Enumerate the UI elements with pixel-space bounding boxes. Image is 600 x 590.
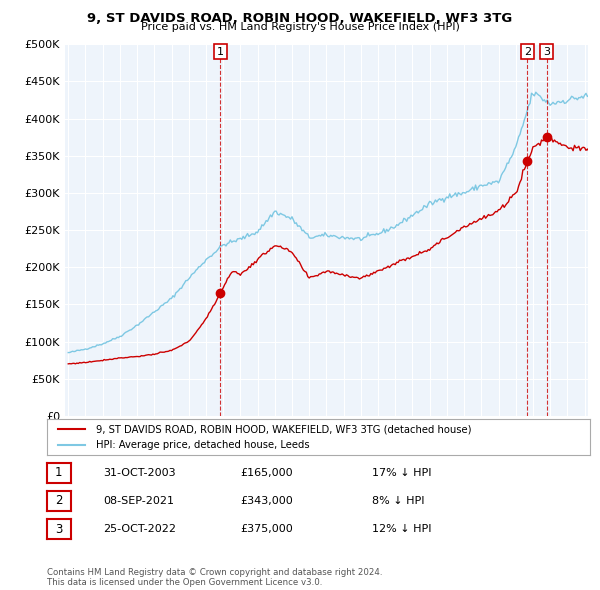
Text: 08-SEP-2021: 08-SEP-2021	[103, 496, 174, 506]
Text: 2: 2	[55, 494, 62, 507]
Text: 31-OCT-2003: 31-OCT-2003	[103, 468, 176, 477]
Text: 9, ST DAVIDS ROAD, ROBIN HOOD, WAKEFIELD, WF3 3TG: 9, ST DAVIDS ROAD, ROBIN HOOD, WAKEFIELD…	[88, 12, 512, 25]
Text: 3: 3	[543, 47, 550, 57]
Text: Contains HM Land Registry data © Crown copyright and database right 2024.
This d: Contains HM Land Registry data © Crown c…	[47, 568, 382, 587]
Text: 1: 1	[55, 466, 62, 479]
Text: 9, ST DAVIDS ROAD, ROBIN HOOD, WAKEFIELD, WF3 3TG (detached house): 9, ST DAVIDS ROAD, ROBIN HOOD, WAKEFIELD…	[95, 424, 471, 434]
Text: Price paid vs. HM Land Registry's House Price Index (HPI): Price paid vs. HM Land Registry's House …	[140, 22, 460, 32]
Text: £343,000: £343,000	[240, 496, 293, 506]
Text: £165,000: £165,000	[240, 468, 293, 477]
Text: 3: 3	[55, 523, 62, 536]
Text: 17% ↓ HPI: 17% ↓ HPI	[372, 468, 431, 477]
Text: 12% ↓ HPI: 12% ↓ HPI	[372, 525, 431, 534]
Text: HPI: Average price, detached house, Leeds: HPI: Average price, detached house, Leed…	[95, 440, 309, 450]
Text: 1: 1	[217, 47, 224, 57]
Text: 2: 2	[524, 47, 531, 57]
Text: 8% ↓ HPI: 8% ↓ HPI	[372, 496, 425, 506]
Text: £375,000: £375,000	[240, 525, 293, 534]
Text: 25-OCT-2022: 25-OCT-2022	[103, 525, 176, 534]
